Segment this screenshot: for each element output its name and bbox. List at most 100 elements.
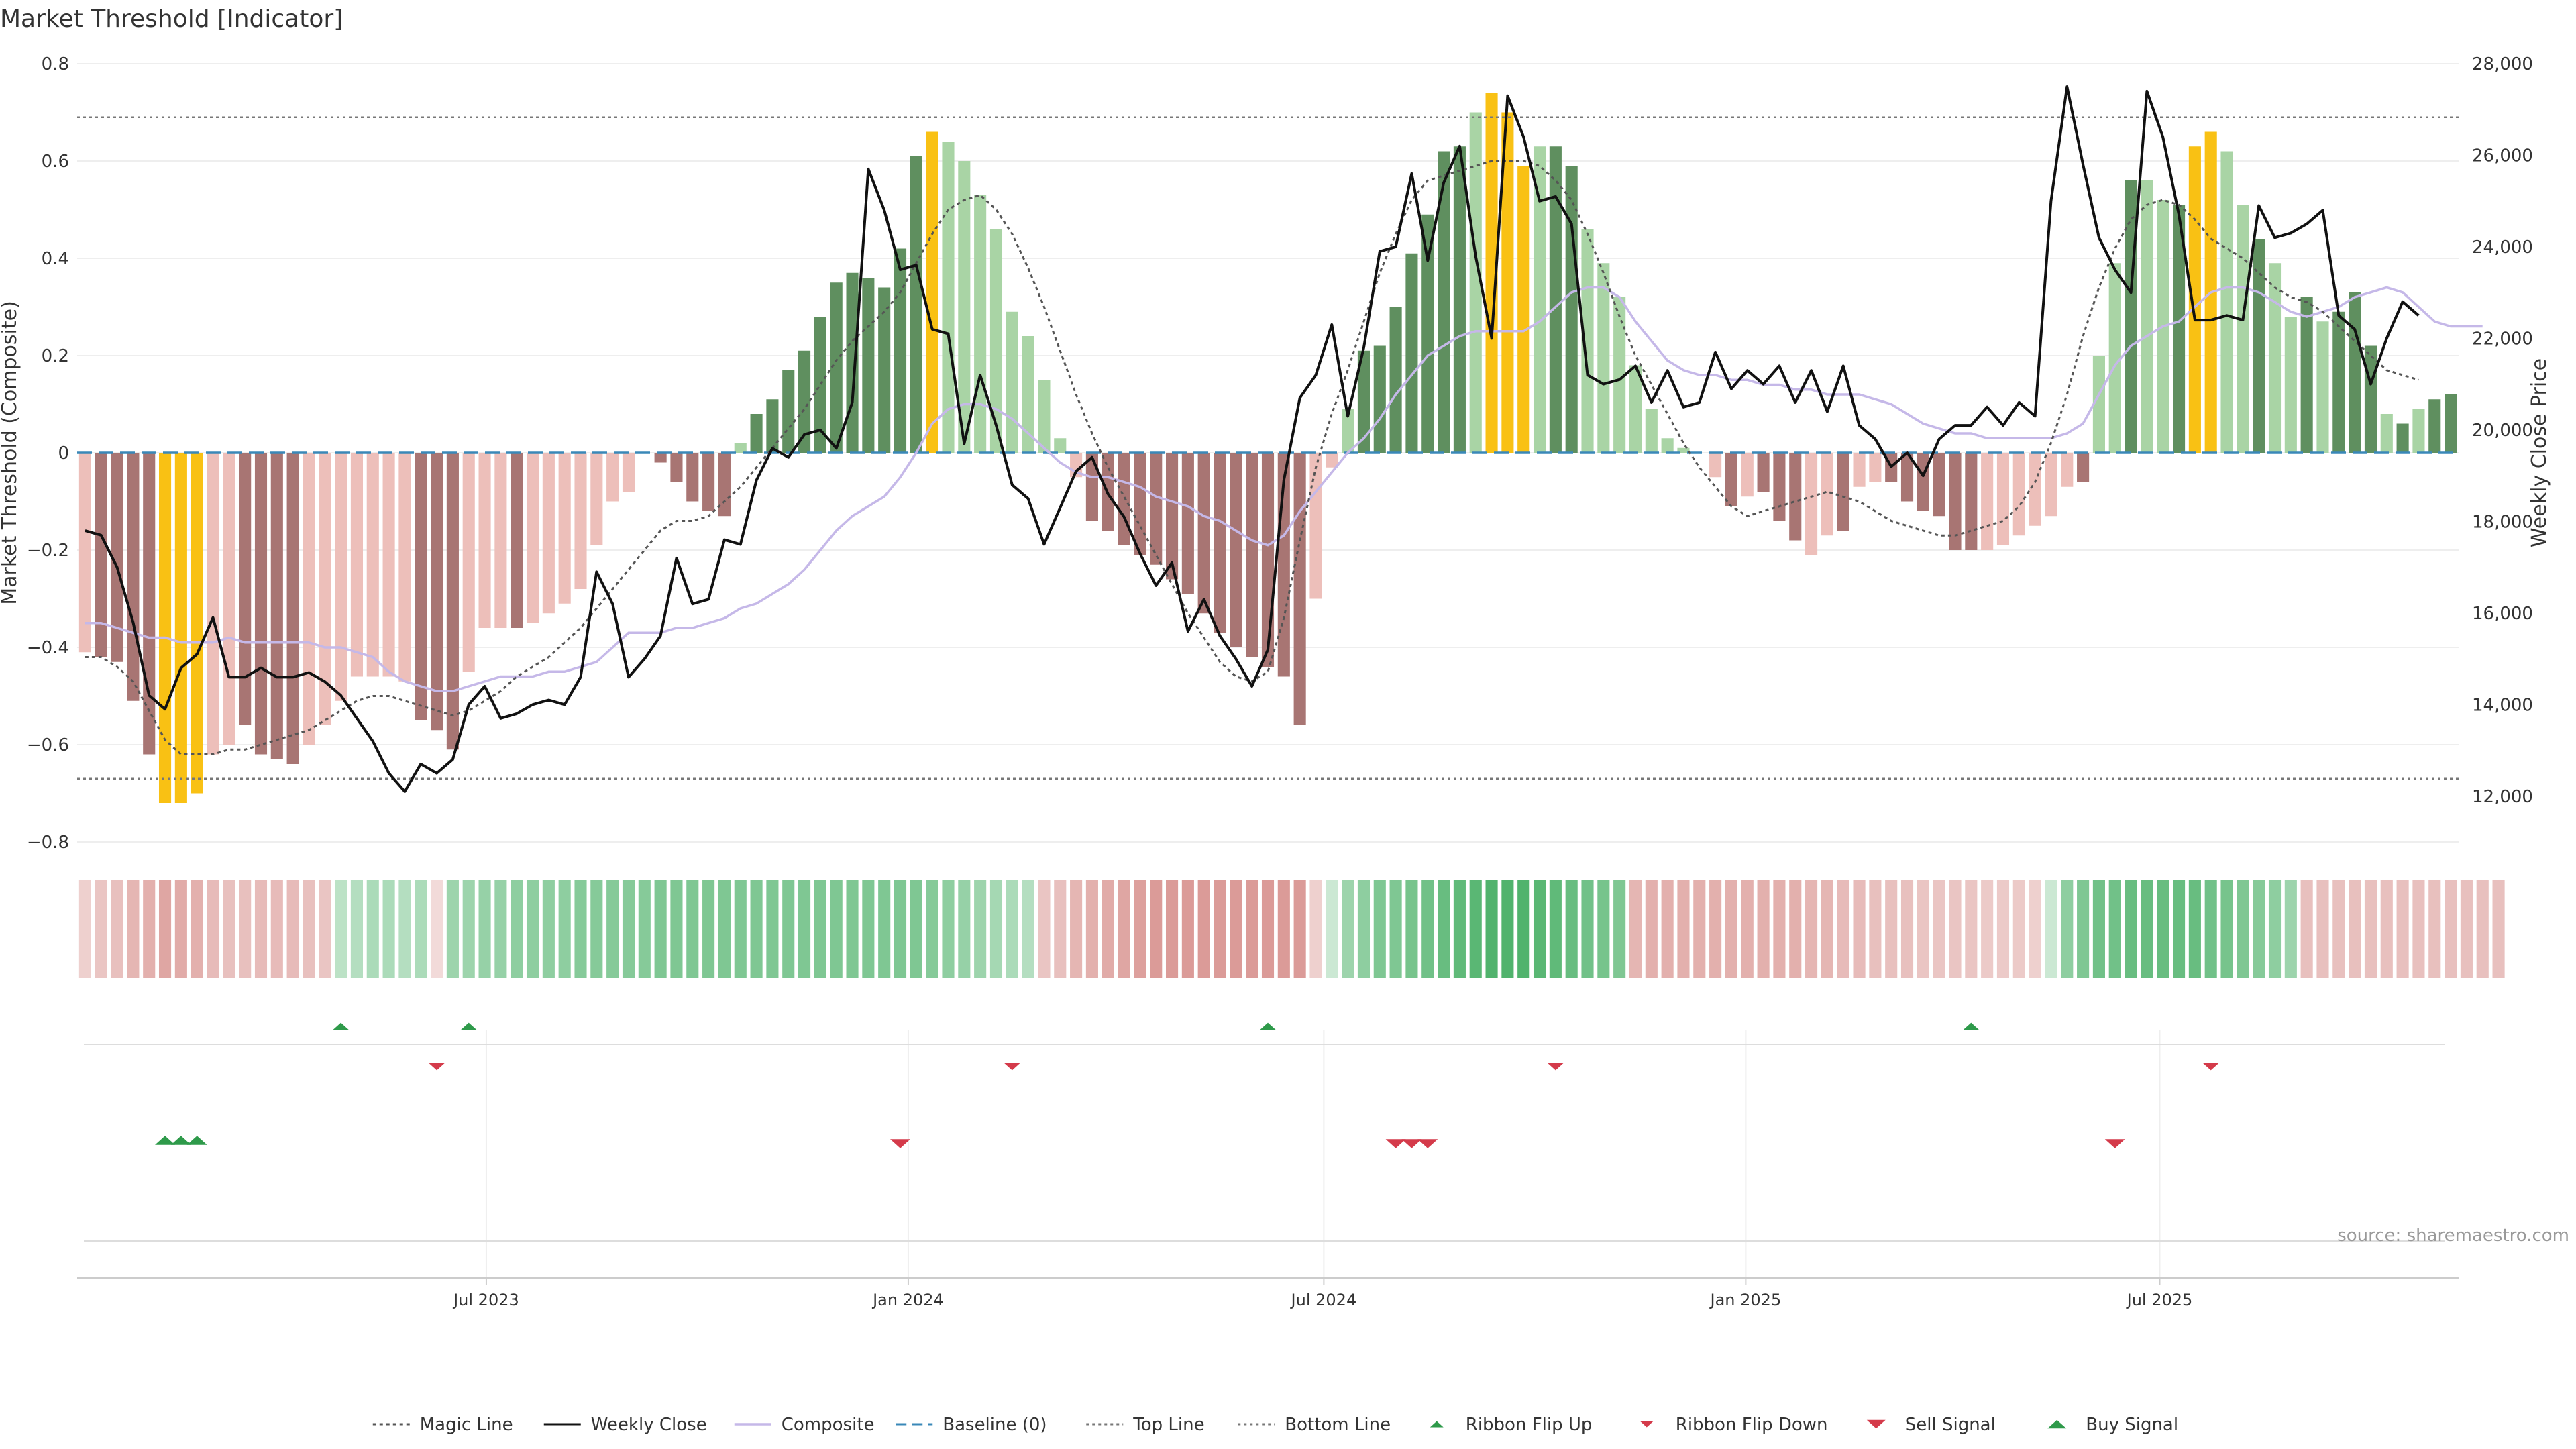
composite-bar [2284,317,2297,453]
composite-bar [750,414,763,453]
ribbon-cell [1006,880,1018,978]
composite-bar [654,453,667,463]
composite-bar [2349,292,2361,453]
composite-bar [2125,180,2137,453]
ribbon-cell [1837,880,1849,978]
y-tick-label: 0 [58,443,69,464]
composite-bar [1309,453,1322,599]
composite-bar [1150,453,1163,565]
legend-item: Sell Signal [1866,1415,1996,1435]
ribbon-cell [1373,880,1386,978]
ribbon-cell [638,880,651,978]
ribbon-cell [702,880,715,978]
ribbon-cell [1405,880,1418,978]
composite-bar [1054,438,1067,453]
composite-bar [606,453,619,502]
composite-bar [111,453,123,662]
composite-bar [1469,112,1482,453]
ribbon-cell [2077,880,2090,978]
axes: −0.8 −0.6 −0.4 −0.2 0 0.2 0.4 0.6 0.8 12,000 14,00… [0,54,2551,853]
ribbon-cell [1453,880,1466,978]
ribbon-flip-up-marker [1260,1022,1276,1030]
composite-bar [478,453,491,628]
composite-bar [1389,307,1402,453]
composite-bar [1821,453,1833,536]
buy-signal-marker [170,1136,191,1145]
ribbon-cell [1150,880,1163,978]
composite-bar [1038,380,1051,453]
composite-bar [702,453,715,511]
composite-bar [1789,453,1802,541]
composite-bar [1230,453,1242,647]
ribbon-cell [415,880,427,978]
composite-bar [2380,414,2393,453]
composite-bar [1661,438,1674,453]
ribbon-cell [1197,880,1210,978]
composite-bar [1869,453,1882,482]
composite-bar [2029,453,2041,526]
ribbon-cell [894,880,907,978]
y-tick-label: −0.8 [27,833,69,853]
y2-tick-label: 26,000 [2472,146,2533,166]
composite-bar [1629,365,1642,453]
composite-bar [1517,166,1530,453]
ribbon-flip-down-marker [1547,1063,1564,1071]
composite-bar [1996,453,2010,545]
composite-bar [350,453,363,677]
ribbon-cell [1757,880,1770,978]
ribbon-cell [1357,880,1371,978]
ribbon-cell [1246,880,1258,978]
ribbon-cell [942,880,955,978]
ribbon-cell [1869,880,1882,978]
composite-bar [1933,453,1945,517]
ribbon-cell [1996,880,2010,978]
composite-bar [574,453,587,589]
ribbon-cell [1038,880,1051,978]
composite-bar [415,453,427,720]
ribbon-cell [2428,880,2441,978]
x-tick-label: Jul 2024 [1290,1291,1357,1309]
legend-item: Ribbon Flip Up [1430,1415,1592,1435]
ribbon-cell [926,880,938,978]
ribbon-cell [270,880,283,978]
ribbon-cell [1230,880,1242,978]
composite-bar [366,453,379,677]
composite-bar [1373,345,1386,453]
composite-bar [1214,453,1226,633]
buy-signal-marker [186,1136,207,1145]
ribbon-cell [1342,880,1354,978]
composite-bar [1453,146,1466,453]
ribbon-cell [1581,880,1594,978]
y2-tick-label: 12,000 [2472,787,2533,807]
y-tick-label: 0.2 [42,346,69,366]
y2-tick-label: 14,000 [2472,695,2533,715]
ribbon-cell [1309,880,1322,978]
composite-bar [958,161,971,453]
composite-bar [910,156,922,453]
ribbon-cell [1565,880,1578,978]
composite-bar [1357,350,1371,453]
composite-bar [2396,423,2409,453]
composite-bar [2268,263,2282,453]
legend-swatch [1640,1421,1654,1428]
legend-label: Bottom Line [1285,1415,1391,1435]
ribbon-cell [1517,880,1530,978]
composite-bar [542,453,555,614]
x-tick-label: Jul 2025 [2126,1291,2193,1309]
ribbon-cell [542,880,555,978]
composite-bar [191,453,203,794]
ribbon-cell [382,880,395,978]
composite-bar [1485,93,1498,453]
composite-bar [1613,297,1626,453]
ribbon-cell [1389,880,1402,978]
composite-bar [590,453,603,545]
ribbon-cell [766,880,779,978]
ribbon-cell [1949,880,1962,978]
composite-bar [2316,321,2329,453]
composite-bar [1118,453,1130,545]
composite-bar [286,453,299,764]
ribbon-cell [798,880,811,978]
composite-bar [622,453,635,492]
line-series [77,85,2483,793]
ribbon-cell [1629,880,1642,978]
